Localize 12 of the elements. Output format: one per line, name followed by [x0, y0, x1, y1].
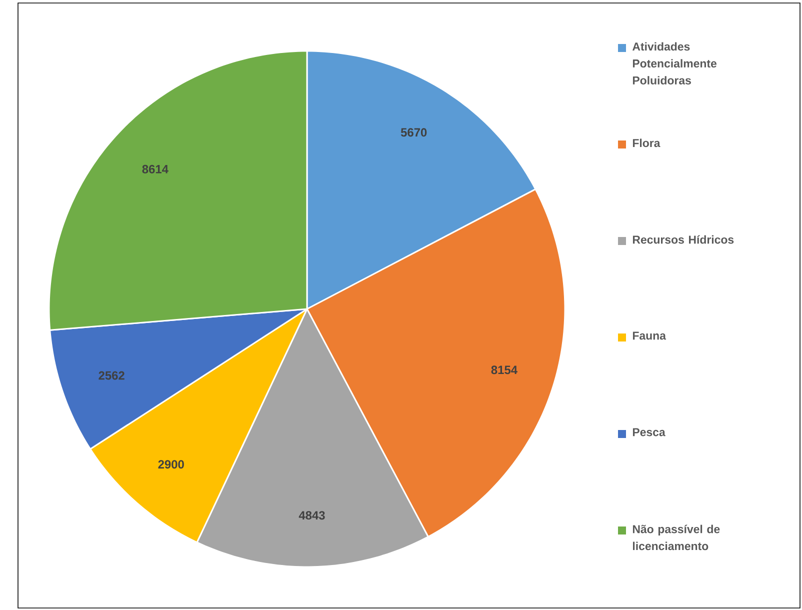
legend-label: Fauna — [632, 332, 666, 340]
data-label: 8614 — [142, 164, 168, 174]
legend-label: Pesca — [632, 428, 666, 436]
data-label: 2900 — [158, 460, 184, 469]
legend-label: Não passível de licenciamento — [632, 524, 720, 550]
data-label: 4843 — [298, 511, 325, 520]
data-label: 2562 — [98, 371, 124, 380]
legend-label: Flora — [632, 138, 660, 148]
legend-label: Recursos Hídricos — [632, 235, 734, 244]
data-label: 8154 — [491, 366, 518, 374]
legend-label: Atividades Potencialmente Poluidoras — [632, 42, 716, 84]
data-label: 5670 — [400, 128, 427, 137]
